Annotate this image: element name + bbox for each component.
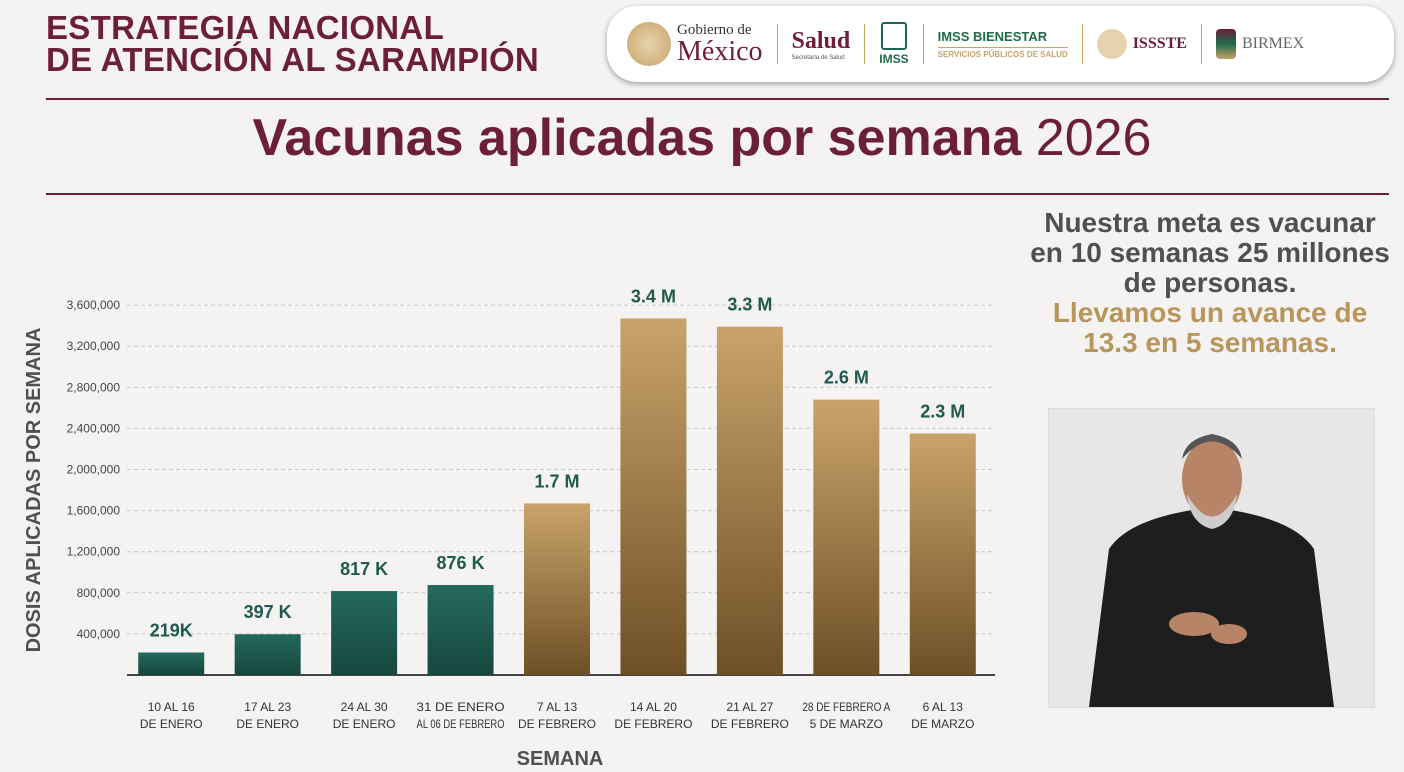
x-tick-label: 21 AL 27 [726, 700, 773, 714]
data-label: 817 K [340, 559, 388, 579]
imss-text: IMSS [879, 52, 909, 66]
data-label: 3.4 M [631, 286, 676, 306]
page-title: Vacunas aplicadas por semana 2026 [0, 108, 1404, 168]
bar [813, 399, 880, 675]
data-label: 3.3 M [727, 295, 772, 315]
x-tick-label: AL 06 DE FEBRERO [417, 717, 505, 731]
page-title-year: 2026 [1035, 109, 1152, 167]
data-label: 2.6 M [824, 368, 869, 388]
x-tick-label: DE FEBRERO [518, 717, 596, 731]
issste-text: ISSSTE [1132, 35, 1187, 52]
y-tick-label: 2,400,000 [67, 421, 121, 435]
data-label: 1.7 M [534, 471, 579, 491]
x-tick-label: 31 DE ENERO [417, 700, 505, 714]
national-seal-icon [627, 22, 671, 66]
divider [864, 24, 866, 64]
x-tick-label: 5 DE MARZO [810, 717, 883, 731]
y-tick-label: 3,200,000 [67, 339, 121, 353]
x-tick-label: 28 DE FEBRERO A [802, 700, 890, 714]
y-tick-label: 400,000 [77, 627, 121, 641]
bar [620, 318, 687, 675]
y-tick-label: 2,800,000 [67, 380, 121, 394]
data-label: 2.3 M [920, 402, 965, 422]
data-label: 876 K [437, 553, 485, 573]
progress-statement: Llevamos un avance de 13.3 en 5 semanas. [1052, 297, 1368, 358]
divider [1081, 24, 1083, 64]
divider [1200, 24, 1202, 64]
imss-emblem-icon [880, 22, 907, 50]
birmex-logo: BIRMEX [1215, 29, 1305, 59]
header-title-line1: ESTRATEGIA NACIONAL [46, 9, 445, 46]
birmex-emblem-icon [1215, 29, 1236, 59]
x-tick-label: DE FEBRERO [614, 717, 692, 731]
mexico-text: México [677, 35, 763, 67]
bar [138, 652, 205, 675]
imss-logo: IMSS [879, 22, 909, 66]
x-tick-label: 14 AL 20 [630, 700, 677, 714]
x-tick-label: 7 AL 13 [537, 700, 578, 714]
x-tick-label: DE MARZO [911, 717, 974, 731]
x-tick-label: 6 AL 13 [923, 700, 964, 714]
x-tick-label: DE ENERO [333, 717, 396, 731]
salud-subtext: Secretaría de Salud [791, 54, 845, 61]
header-title: ESTRATEGIA NACIONAL DE ATENCIÓN AL SARAM… [46, 9, 540, 78]
x-axis-title: SEMANA [517, 748, 604, 770]
x-tick-label: DE ENERO [140, 717, 203, 731]
x-tick-label: 24 AL 30 [341, 700, 388, 714]
bar-chart: 400,000 800,000 1,200,000 1,600,000 2,000,00… [23, 286, 995, 770]
y-tick-label: 800,000 [77, 586, 121, 600]
x-tick-label: DE ENERO [236, 717, 299, 731]
salud-text: Salud [791, 27, 851, 54]
y-tick-label: 2,000,000 [67, 463, 121, 477]
issste-logo: ISSSTE [1096, 29, 1187, 59]
x-tick-label: 17 AL 23 [244, 700, 291, 714]
divider [922, 24, 924, 64]
x-tick-label: 10 AL 16 [148, 700, 195, 714]
birmex-text: BIRMEX [1241, 35, 1305, 52]
bienestar-text: IMSS BIENESTAR [937, 29, 1048, 44]
bar [716, 326, 783, 675]
sign-language-interpreter-video [1048, 408, 1375, 708]
logo-bar: Gobierno de México Salud Secretaría de Sal… [607, 6, 1394, 82]
goal-statement: Nuestra meta es vacunar en 10 semanas 25… [1030, 207, 1390, 298]
goal-text: Nuestra meta es vacunar en 10 semanas 25… [1030, 208, 1390, 358]
y-tick-label: 3,600,000 [67, 298, 121, 312]
issste-emblem-icon [1096, 29, 1127, 59]
y-tick-label: 1,200,000 [67, 545, 121, 559]
divider-line [46, 98, 1389, 100]
bar [234, 634, 301, 675]
data-label: 219K [150, 620, 193, 640]
page-title-main: Vacunas aplicadas por semana [252, 109, 1022, 167]
salud-logo: Salud Secretaría de Salud [792, 28, 851, 61]
y-axis-title: DOSIS APLICADAS POR SEMANA [23, 328, 45, 653]
bar [331, 591, 398, 675]
bienestar-subtext: SERVICIOS PÚBLICOS DE SALUD [937, 47, 1068, 59]
gobierno-logo: Gobierno de México [627, 22, 763, 66]
x-tick-label: DE FEBRERO [711, 717, 789, 731]
bar [909, 433, 976, 675]
header-title-line2: DE ATENCIÓN AL SARAMPIÓN [46, 41, 540, 78]
divider [776, 24, 778, 64]
bar [524, 503, 590, 675]
y-tick-label: 1,600,000 [67, 504, 121, 518]
divider-line [46, 193, 1389, 195]
interpreter-figure-icon [1089, 434, 1334, 707]
bar [427, 584, 494, 675]
gobierno-text: Gobierno de [677, 21, 752, 38]
data-label: 397 K [244, 602, 292, 622]
imss-bienestar-logo: IMSS BIENESTAR SERVICIOS PÚBLICOS DE SALU… [937, 29, 1068, 59]
